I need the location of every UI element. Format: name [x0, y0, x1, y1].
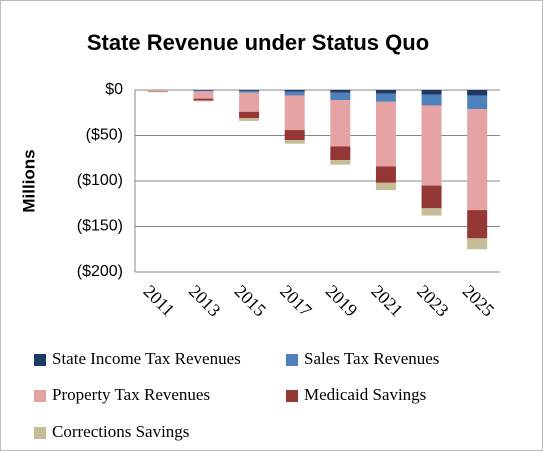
- bar-segment: [193, 90, 214, 92]
- bar-segment: [284, 91, 305, 96]
- legend-label: State Income Tax Revenues: [52, 349, 241, 368]
- bar-segment: [193, 98, 214, 101]
- legend-swatch: [286, 390, 298, 402]
- bar-segment: [284, 90, 305, 92]
- legend-label: Corrections Savings: [52, 422, 189, 441]
- bar-segment: [147, 90, 168, 91]
- bar-segment: [284, 95, 305, 131]
- bar-segment: [330, 100, 351, 147]
- bar-segment: [330, 92, 351, 101]
- bar-segment: [421, 208, 442, 216]
- bar-segment: [193, 91, 214, 99]
- legend-swatch: [34, 427, 46, 439]
- y-tick-label: ($50): [86, 127, 123, 144]
- bar-segment: [375, 182, 396, 191]
- legend-swatch: [34, 390, 46, 402]
- bar-segment: [239, 111, 260, 119]
- bar-segment: [467, 210, 488, 239]
- bar-segment: [239, 118, 260, 121]
- bar-segment: [421, 105, 442, 186]
- bar-segment: [375, 93, 396, 102]
- chart-title: State Revenue under Status Quo: [87, 30, 429, 55]
- bar-segment: [239, 90, 260, 91]
- bar-segment: [375, 90, 396, 94]
- bar-segment: [421, 90, 442, 95]
- bar-segment: [467, 95, 488, 110]
- bar-segment: [284, 130, 305, 141]
- legend-label: Medicaid Savings: [304, 385, 426, 404]
- legend-label: Property Tax Revenues: [52, 385, 210, 404]
- legend-swatch: [34, 354, 46, 366]
- bar-segment: [467, 238, 488, 250]
- bar-segment: [467, 90, 488, 96]
- y-tick-label: ($150): [77, 218, 123, 235]
- bar-segment: [467, 109, 488, 211]
- bar-segment: [375, 101, 396, 167]
- y-tick-label: ($100): [77, 172, 123, 189]
- bar-segment: [239, 92, 260, 112]
- bar-segment: [421, 185, 442, 209]
- bar-segment: [330, 160, 351, 165]
- bar-segment: [239, 90, 260, 93]
- bar-segment: [421, 94, 442, 106]
- bar-segment: [330, 146, 351, 161]
- y-tick-label: $0: [105, 81, 123, 98]
- bar-segment: [330, 90, 351, 93]
- y-axis-label: Millions: [19, 149, 38, 212]
- bar-segment: [284, 140, 305, 144]
- legend-swatch: [286, 354, 298, 366]
- legend-label: Sales Tax Revenues: [304, 349, 439, 368]
- bar-segment: [147, 91, 168, 93]
- bar-segment: [193, 100, 214, 102]
- y-tick-label: ($200): [77, 263, 123, 280]
- bar-segment: [375, 166, 396, 183]
